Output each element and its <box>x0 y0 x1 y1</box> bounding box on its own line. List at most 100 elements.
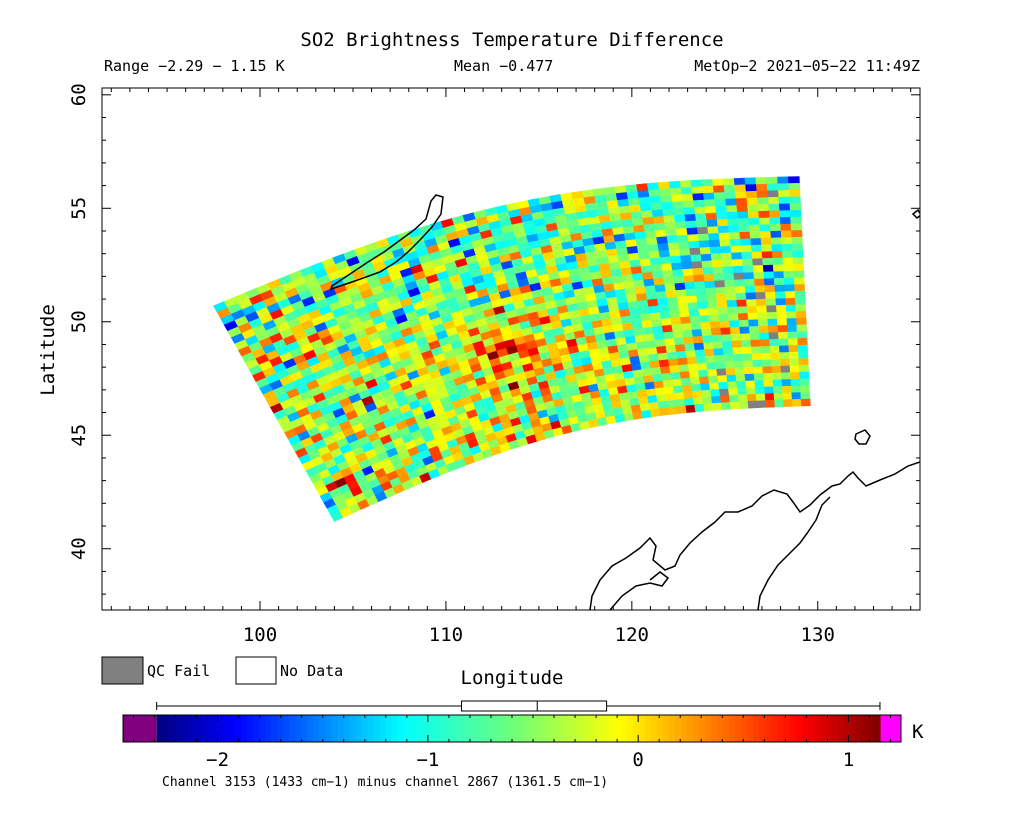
colorbar-segment <box>825 715 833 742</box>
swath-cell <box>775 298 787 306</box>
swath-cell <box>720 252 733 261</box>
swath-cell <box>690 383 702 392</box>
swath-cell <box>663 386 675 395</box>
swath-cell <box>788 189 801 198</box>
swath-cell <box>778 189 790 198</box>
swath-cell <box>739 326 751 335</box>
swath-cell <box>753 373 765 382</box>
swath-cell <box>711 395 722 404</box>
colorbar-segment <box>464 715 471 742</box>
swath-cell <box>760 352 772 361</box>
colorbar-segment <box>445 715 453 742</box>
colorbar-segment <box>277 715 284 742</box>
swath-cell <box>761 244 773 253</box>
swath-cell <box>763 379 774 388</box>
swath-cell <box>794 290 806 299</box>
swath-cell <box>672 207 686 216</box>
swath-cell <box>768 203 781 212</box>
swath-cell <box>757 312 769 321</box>
colorbar-segment <box>168 715 176 742</box>
x-tick-label: 110 <box>429 624 463 646</box>
swath-cell <box>789 203 802 211</box>
colorbar-segment <box>301 715 308 742</box>
colorbar-segment <box>620 715 628 742</box>
swath-cell <box>724 279 736 288</box>
colorbar-segment <box>590 715 598 742</box>
swath-cell <box>712 402 723 411</box>
swath-cell <box>665 393 677 402</box>
swath-cell <box>793 270 805 279</box>
swath-cell <box>790 216 802 225</box>
swath-cell <box>749 231 762 240</box>
swath-cell <box>767 325 779 334</box>
swath-cell <box>713 348 725 357</box>
swath-cell <box>685 220 698 229</box>
swath-cell <box>666 235 679 244</box>
swath-cell <box>692 267 705 276</box>
y-tick-label: 40 <box>68 537 90 560</box>
colorbar-segment <box>542 715 550 742</box>
colorbar-segment <box>644 715 652 742</box>
colorbar-segment <box>789 715 797 742</box>
colorbar-over-swatch <box>879 715 901 742</box>
swath-cell <box>692 335 704 344</box>
swath-cell <box>737 306 749 315</box>
swath-cell <box>755 393 766 402</box>
colorbar-segment <box>307 715 314 742</box>
swath-cell <box>790 223 803 232</box>
swath-cell <box>731 340 743 349</box>
colorbar-segment <box>771 715 779 742</box>
swath-cell <box>799 378 810 387</box>
colorbar-segment <box>759 715 767 742</box>
swath-cell <box>716 212 729 221</box>
swath-cell <box>674 344 687 353</box>
swath-cell <box>798 364 810 373</box>
swath-cell <box>668 180 682 190</box>
swath-cell <box>659 311 671 320</box>
swath-cell <box>758 217 771 226</box>
swath-cell <box>789 209 802 218</box>
swath-cell <box>777 325 789 333</box>
colorbar-segment <box>795 715 803 742</box>
swath-cell <box>701 260 714 269</box>
swath-cell <box>789 196 801 205</box>
swath-cell <box>719 320 731 329</box>
colorbar-segment <box>669 715 676 742</box>
colorbar-tick-label: 1 <box>843 749 854 771</box>
swath-cell <box>764 284 776 293</box>
swath-cell <box>652 270 664 280</box>
swath-cell <box>794 297 806 306</box>
swath-cell <box>682 200 695 209</box>
swath-cell <box>693 274 705 283</box>
swath-cell <box>666 351 678 361</box>
colorbar-segment <box>687 715 694 742</box>
swath-cell <box>790 378 801 387</box>
swath-cell <box>688 240 701 249</box>
mean-text: Mean −0.477 <box>454 57 553 75</box>
swath-cell <box>779 210 791 218</box>
swath-cell <box>733 177 746 186</box>
swath-cell <box>726 211 739 220</box>
swath-cell <box>661 324 674 334</box>
swath-cell <box>672 269 685 278</box>
swath-cell <box>662 379 674 388</box>
swath-cell <box>748 217 761 226</box>
colorbar-segment <box>228 715 236 742</box>
swath-cell <box>643 223 656 233</box>
swath-cell <box>710 389 721 398</box>
swath-cell <box>664 338 676 347</box>
swath-cell <box>697 369 709 378</box>
swath-cell <box>689 315 701 324</box>
coastline <box>329 194 920 610</box>
swath-cell <box>764 386 775 395</box>
swath-cell <box>766 305 778 313</box>
swath-cell <box>783 270 795 279</box>
no-data-swatch <box>235 656 277 685</box>
swath-cell <box>779 352 790 360</box>
swath-cell <box>751 353 763 361</box>
colorbar-segment <box>289 715 296 742</box>
colorbar-segment <box>524 715 531 742</box>
coastline-korea-china <box>589 461 920 610</box>
swath-cell <box>718 232 731 241</box>
swath-cell <box>671 378 683 387</box>
